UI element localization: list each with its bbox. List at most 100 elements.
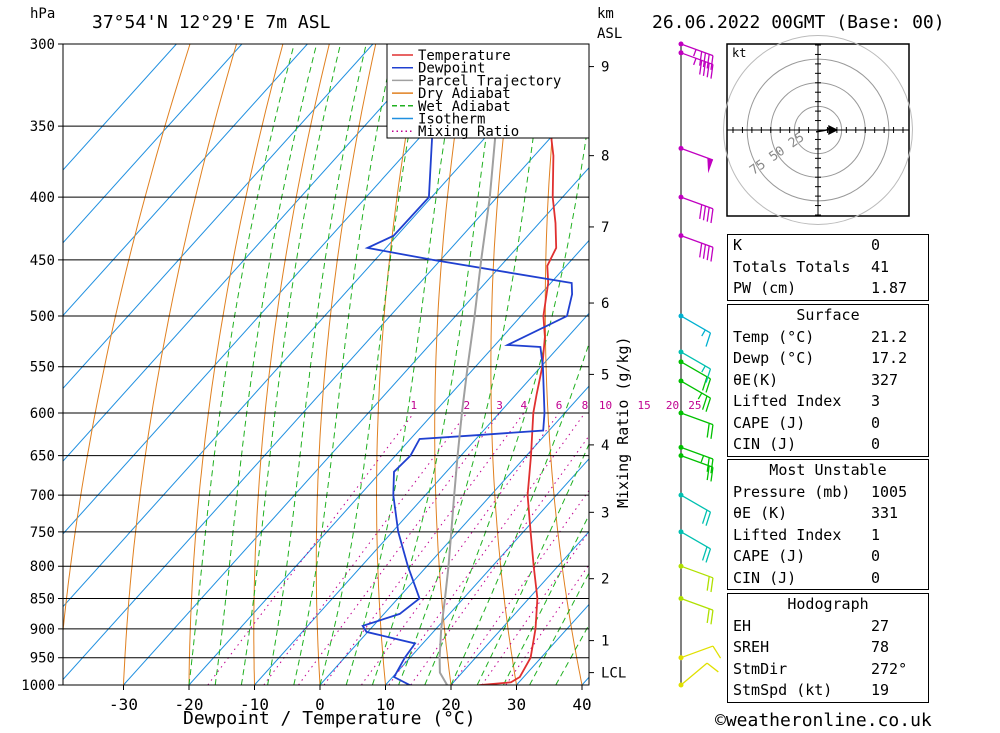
height-tick-label: LCL — [601, 666, 626, 682]
wet-adiabat — [450, 341, 589, 685]
hodograph-index-value: 78 — [871, 638, 890, 656]
wind-barb-full — [706, 54, 710, 69]
asl-unit-label: ASL — [597, 26, 623, 42]
plot-frame — [62, 43, 590, 686]
isotherm — [385, 458, 589, 685]
mixing-ratio-tick-label: 4 — [520, 399, 527, 412]
isotherm — [188, 239, 589, 685]
height-tick-label: 2 — [601, 572, 609, 588]
x-axis-title: Dewpoint / Temperature (°C) — [183, 708, 476, 729]
wind-barb-full — [706, 465, 710, 481]
legend-label: Dewpoint — [418, 61, 485, 77]
pressure-tick-label: 500 — [30, 309, 55, 325]
wind-barb-full — [702, 205, 707, 221]
wind-barb-full — [706, 245, 710, 261]
wind-barb-staff — [680, 235, 714, 248]
unstable-index-value: 0 — [871, 568, 881, 587]
dry-adiabat — [253, 44, 330, 685]
pressure-tick-label: 950 — [30, 651, 55, 667]
height-tick-label: 1 — [601, 634, 609, 650]
isotherm — [63, 44, 308, 317]
hodograph-index-label: StmDir — [733, 659, 788, 678]
wind-barb-full — [706, 662, 719, 673]
surface-index-row: CAPE (J) 0 — [728, 413, 928, 435]
dry-adiabat — [933, 44, 1000, 685]
x-tick-label: -30 — [109, 695, 138, 714]
general-index-label: K — [733, 236, 743, 254]
pressure-tick-label: 900 — [30, 622, 55, 638]
isotherm — [123, 167, 589, 685]
pressure-tick-label: 650 — [30, 449, 55, 465]
wind-barb-full — [706, 576, 710, 591]
wind-barb-full — [710, 577, 714, 593]
hodograph-unit: kt — [732, 46, 746, 60]
surface-index-value: 17.2 — [871, 349, 908, 367]
x-tick-label: -20 — [175, 695, 204, 714]
hodograph-title: Hodograph — [787, 595, 869, 613]
mixing-ratio-tick-label: 25 — [688, 399, 701, 412]
general-index-row: PW (cm) 1.87 — [728, 278, 928, 300]
mixing-ratio-axis-title: Mixing Ratio (g/kg) — [614, 336, 632, 508]
wind-barb-full — [705, 368, 712, 383]
wind-barb-staff — [680, 196, 714, 210]
height-tick-label: 5 — [601, 367, 609, 383]
series-layer — [361, 44, 574, 685]
unstable-index-label: CIN (J) — [733, 568, 797, 587]
height-tick-label: 3 — [601, 505, 609, 521]
wind-barb-full — [706, 207, 710, 222]
hodograph-ring-label: 50 — [767, 144, 788, 165]
hodograph-index-label: EH — [733, 616, 752, 635]
mixing-ratio-line — [481, 530, 589, 685]
series-parcel-trajectory — [438, 44, 502, 685]
surface-index-row: θE(K) 327 — [728, 370, 928, 392]
series-temperature — [473, 44, 562, 685]
pressure-tick-label: 600 — [30, 406, 55, 422]
wind-barb-staff — [680, 380, 711, 399]
mixing-ratio-tick-label: 15 — [638, 399, 651, 412]
unstable-index-value: 331 — [871, 504, 899, 522]
wind-barb-full — [710, 208, 714, 224]
pressure-tick-label: 850 — [30, 591, 55, 607]
wind-barb-full — [706, 608, 710, 624]
general-index-row: Totals Totals 41 — [728, 257, 928, 279]
wind-barb-half — [693, 58, 697, 66]
pressure-tick-label: 700 — [30, 488, 55, 504]
wind-barb-full — [702, 52, 707, 68]
pressure-tick-label: 400 — [30, 190, 55, 206]
isotherm — [63, 44, 177, 171]
hodograph-index-value: 19 — [871, 681, 890, 699]
datetime-title: 26.06.2022 00GMT (Base: 00) — [652, 12, 945, 33]
surface-index-label: CAPE (J) — [733, 413, 806, 432]
surface-title: Surface — [796, 306, 860, 324]
mixing-ratio-tick-label: 6 — [556, 399, 563, 412]
height-tick-label: 6 — [601, 296, 609, 312]
unstable-index-row: θE (K) 331 — [728, 503, 928, 525]
wind-barb-full — [705, 511, 712, 526]
wind-barb-staff — [680, 412, 714, 426]
wind-barb-full — [701, 376, 708, 391]
isotherm — [63, 44, 439, 462]
surface-index-label: Temp (°C) — [733, 327, 815, 346]
pressure-tick-label: 350 — [30, 119, 55, 135]
height-tick-label: 8 — [601, 149, 609, 165]
surface-index-value: 0 — [871, 435, 881, 453]
wet-adiabat — [214, 44, 318, 685]
wind-barb-full — [710, 64, 714, 79]
height-axis: 9 8 7 6 5 4 3 2 1 LCL — [589, 60, 626, 682]
mixing-ratio-line — [323, 412, 525, 685]
hodograph-index-row: StmDir 272° — [728, 659, 928, 681]
isotherm — [63, 44, 243, 244]
wind-barb-full — [710, 424, 714, 439]
surface-index-row: Dewp (°C) 17.2 — [728, 348, 928, 370]
wet-adiabat — [188, 44, 295, 685]
wind-barbs — [678, 41, 722, 688]
surface-index-value: 327 — [871, 370, 899, 389]
wind-barb-full — [710, 55, 714, 70]
wind-barb-full — [701, 395, 708, 410]
wind-barb-flag — [707, 157, 713, 174]
x-tick-label: 10 — [376, 695, 395, 714]
